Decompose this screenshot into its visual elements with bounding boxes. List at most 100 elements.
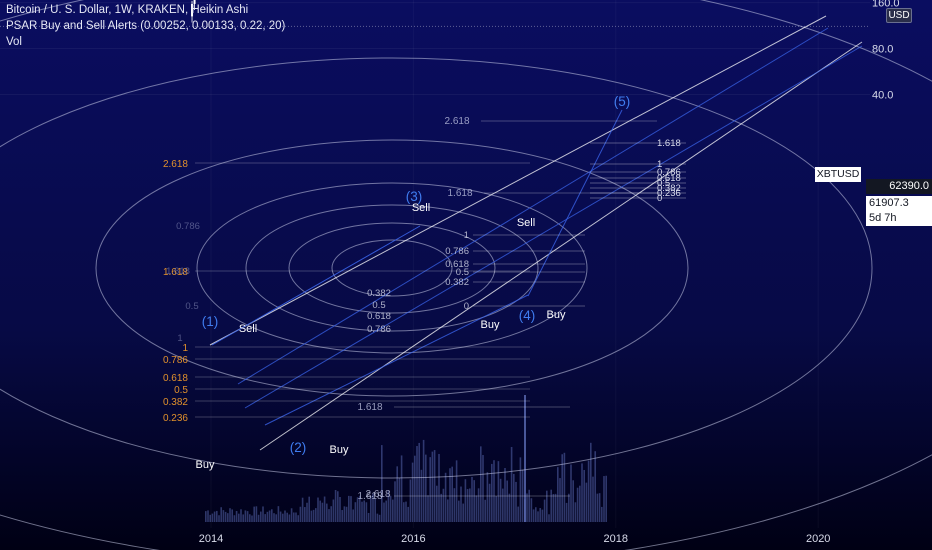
volume-bar [370, 496, 372, 522]
volume-bar [594, 451, 596, 522]
fib-level-label: 0.786 [367, 324, 391, 335]
volume-bar [488, 483, 491, 522]
volume-bar [394, 481, 396, 522]
volume-bar [213, 511, 216, 522]
volume-bar [224, 511, 227, 522]
volume-bar [282, 513, 284, 522]
volume-bar [385, 500, 387, 522]
fib-level-label: 1 [657, 159, 662, 170]
volume-bar [244, 510, 247, 522]
volume-bar [409, 479, 412, 522]
volume-bar [255, 506, 258, 522]
volume-bar [312, 509, 315, 522]
volume-bar [484, 499, 486, 522]
fib-ellipse [95, 139, 689, 397]
fib-level-label: 0.382 [367, 288, 391, 299]
volume-bar [306, 502, 308, 522]
fib-level-label: 0.618 [367, 311, 391, 322]
volume-bar [515, 481, 517, 522]
volume-bar [570, 464, 572, 522]
volume-bar [563, 452, 566, 522]
fib-ellipse [245, 204, 539, 332]
fib-ellipse [196, 182, 588, 354]
volume-bar [403, 502, 405, 522]
volume-bar [416, 446, 418, 522]
volume-bar [396, 466, 398, 522]
volume-bar [601, 506, 603, 522]
volume-bar [227, 513, 229, 522]
fib-faint-label: 0.786 [176, 221, 200, 232]
volume-bar [328, 509, 330, 522]
fib-extension-label: 2.618 [365, 489, 390, 500]
volume-bar [345, 506, 348, 522]
volume-bar [334, 489, 337, 522]
channel-line [244, 45, 863, 409]
volume-bar [598, 493, 601, 522]
volume-bar [257, 514, 260, 522]
fib-level-label: 0.786 [445, 246, 469, 257]
volume-bar [297, 515, 299, 522]
signal-label: Buy [196, 459, 215, 471]
volume-bar [405, 501, 407, 522]
volume-bar [389, 495, 392, 522]
y-tick-label: 80.0 [872, 44, 893, 56]
volume-bar [486, 472, 489, 522]
volume-bar [238, 513, 240, 522]
volume-bar [315, 508, 317, 522]
volume-bar [495, 496, 497, 522]
volume-bar [427, 495, 429, 522]
volume-bar [431, 451, 434, 522]
volume-bar [449, 468, 451, 522]
fib-level-label: 0.5 [456, 267, 469, 278]
volume-bar [444, 472, 447, 522]
volume-bar [233, 515, 236, 522]
volume-bar [308, 496, 310, 522]
signal-label: Buy [547, 309, 566, 321]
volume-bars [205, 395, 607, 522]
volume-bar [572, 480, 574, 522]
volume-bar [493, 460, 495, 522]
volume-bar [491, 463, 493, 522]
volume-bar [222, 510, 225, 522]
volume-bar [603, 476, 605, 522]
volume-bar [414, 455, 416, 522]
y-tick-label: 40.0 [872, 89, 893, 101]
volume-bar [429, 457, 431, 522]
volume-bar [510, 446, 513, 522]
fib-extension-label: 1.618 [357, 402, 382, 413]
volume-bar [552, 493, 555, 522]
volume-bar [242, 514, 244, 522]
volume-bar [359, 495, 361, 522]
currency-button[interactable]: USD [886, 8, 912, 23]
volume-bar [218, 515, 220, 522]
volume-bar [407, 506, 409, 522]
fib-level-label: 2.618 [163, 159, 188, 170]
volume-bar [246, 511, 249, 522]
x-tick-label: 2018 [604, 533, 628, 545]
volume-bar [339, 497, 341, 522]
volume-bar [539, 508, 541, 522]
volume-bar [220, 507, 222, 522]
fib-level-label: 1.618 [657, 138, 681, 149]
wave-line [264, 294, 529, 426]
fib-level-label: 0.5 [657, 178, 670, 189]
volume-bar [286, 512, 288, 522]
volume-bar [387, 490, 390, 522]
volume-bar [271, 509, 273, 522]
fib-ellipse [0, 57, 873, 479]
volume-bar [310, 510, 313, 522]
volume-bar [590, 442, 592, 522]
volume-bar [288, 514, 291, 522]
volume-label: Vol [6, 36, 22, 48]
volume-bar [440, 493, 442, 522]
volume-bar [528, 489, 530, 522]
fib-level-label: 0.618 [657, 173, 681, 184]
volume-bar [550, 489, 552, 522]
volume-bar [579, 485, 581, 522]
fib-level-label: 0.382 [163, 397, 188, 408]
volume-bar [299, 506, 302, 522]
volume-bar [268, 510, 271, 522]
volume-bar [508, 493, 511, 522]
